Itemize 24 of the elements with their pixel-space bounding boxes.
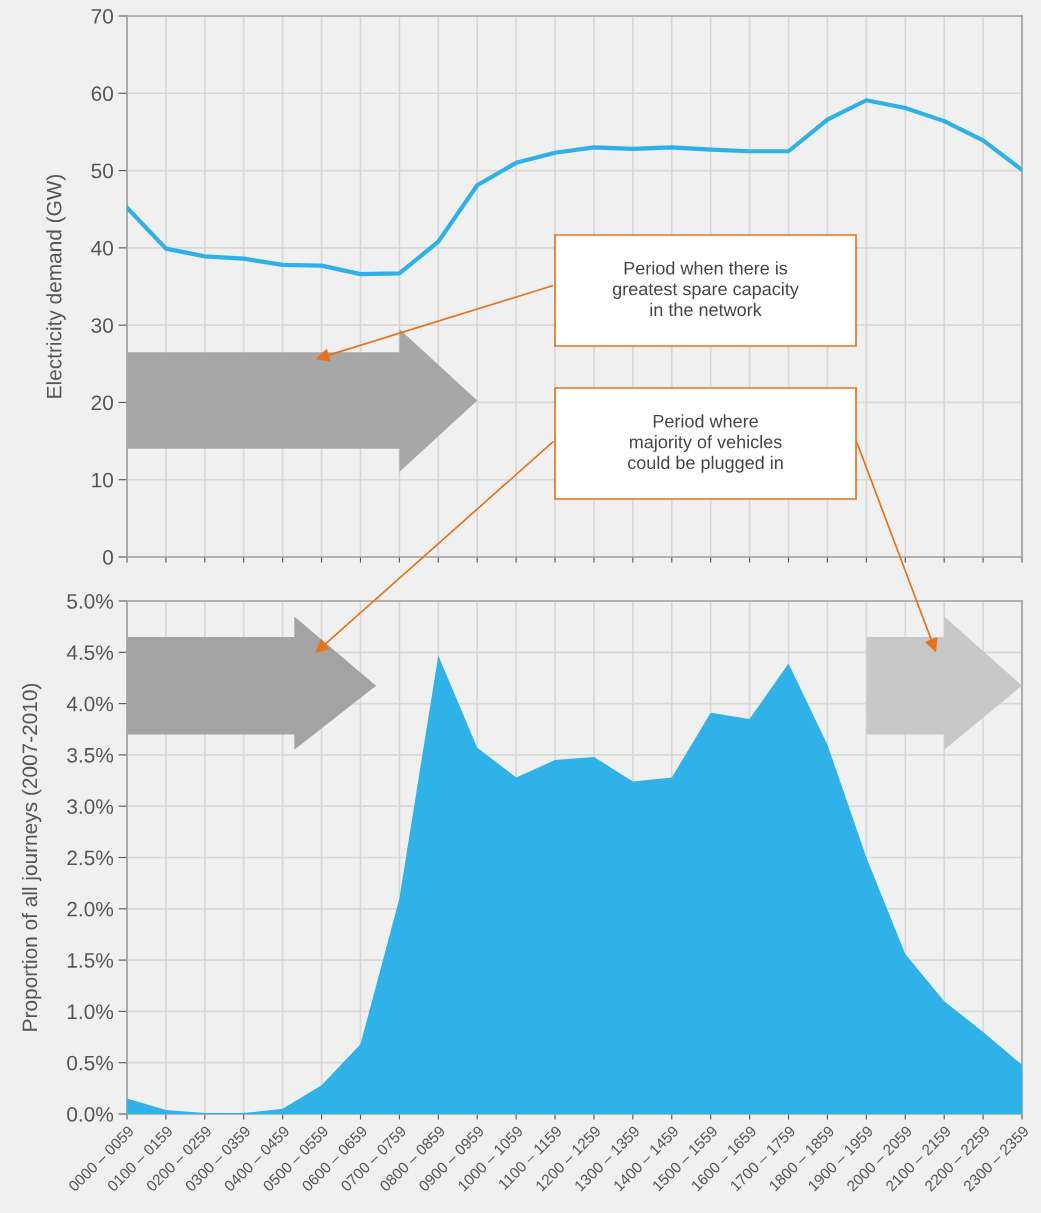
y-tick-label: 40: [91, 240, 113, 256]
y-tick-label: 30: [91, 318, 113, 333]
y-axis-title: Electricity demand (GW): [46, 174, 66, 398]
y-tick-label: 2.0%: [67, 901, 114, 917]
y-tick-label: 0.5%: [67, 1055, 114, 1071]
y-tick-label: 3.5%: [67, 747, 114, 763]
y-tick-label: 1.0%: [67, 1004, 114, 1020]
y-tick-label: 60: [91, 86, 113, 102]
y-tick-label: 10: [92, 472, 113, 488]
annotation: Period when there is greatest spare capacity in the network: [612, 261, 799, 317]
y-tick-label: 5.0%: [67, 594, 114, 609]
y-tick-label: 70: [91, 9, 113, 24]
y-tick-label: 4.5%: [66, 645, 114, 661]
line-series: [127, 98, 1022, 277]
y-tick-label: 50: [91, 163, 113, 179]
y-tick-label: 1.5%: [67, 953, 114, 968]
y-tick-label: 4.0%: [66, 696, 114, 712]
y-tick-label: 2.5%: [67, 850, 114, 866]
y-axis-title: Proportion of all journeys (2007-2010): [21, 683, 42, 1031]
y-tick-label: 20: [91, 395, 113, 411]
y-tick-label: 3.0%: [67, 799, 114, 814]
y-tick-label: 0: [103, 550, 113, 565]
y-tick-label: 0.0%: [67, 1107, 114, 1122]
annotation: Period where majority of vehicles could be plugged in: [627, 414, 783, 473]
